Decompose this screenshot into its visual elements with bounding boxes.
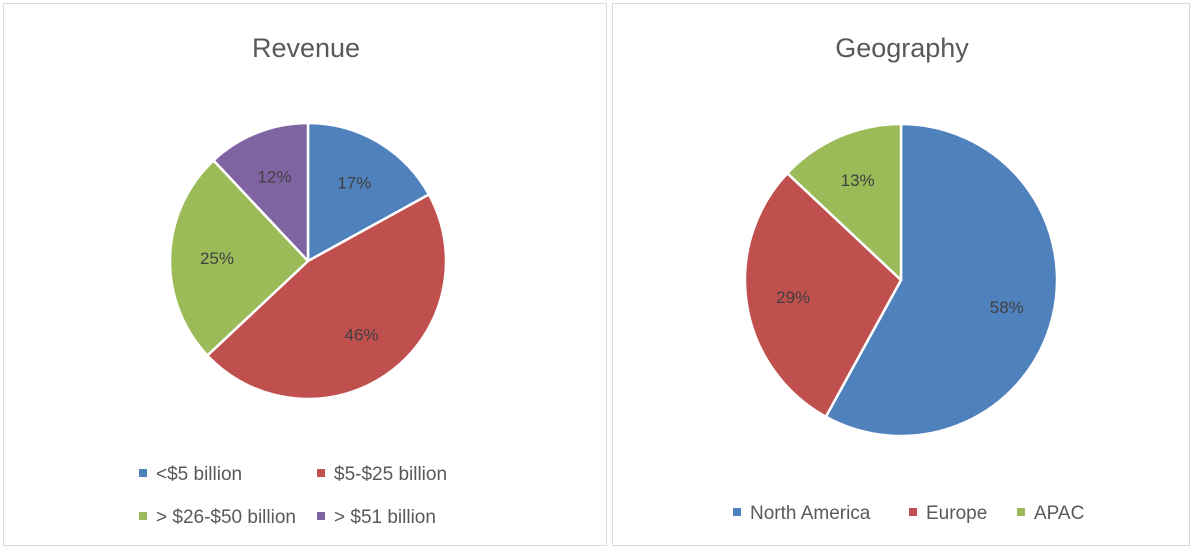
data-label: 29% (776, 288, 810, 307)
legend-label: APAC (1034, 503, 1084, 524)
legend-label: <$5 billion (156, 464, 242, 485)
data-label: 12% (257, 167, 291, 186)
chart-title: Revenue (252, 33, 360, 63)
slice-labels: 58% 29% 13% (776, 171, 1024, 317)
slice-labels: 17% 46% 25% 12% (200, 167, 379, 344)
pie-slice (306, 121, 431, 263)
legend-label: > $51 billion (334, 507, 436, 528)
legend-swatch (733, 508, 741, 516)
legend-swatch (317, 512, 325, 520)
data-label: 58% (990, 298, 1024, 317)
legend-swatch (139, 469, 147, 477)
pie-slice (824, 122, 1059, 438)
chart-title: Geography (835, 33, 969, 63)
pie-slice (206, 193, 448, 401)
pie-slice (168, 159, 310, 357)
legend-label: North America (750, 503, 871, 524)
legend-swatch (909, 508, 917, 516)
data-label: 13% (841, 171, 875, 190)
pie-slice (786, 122, 903, 282)
revenue-chart-panel: Revenue 17% 46% 25% 12% <$5 billion $5-$25 b… (3, 3, 607, 546)
data-label: 46% (345, 326, 379, 345)
legend-label: Europe (926, 503, 987, 524)
geography-pie-chart: Geography 58% 29% 13% North America Europe A… (733, 33, 1084, 524)
legend-swatch (139, 512, 147, 520)
chart-legend: North America Europe APAC (733, 503, 1084, 524)
revenue-pie-chart: Revenue 17% 46% 25% 12% <$5 billion $5-$25 b… (139, 33, 448, 528)
chart-legend: <$5 billion $5-$25 billion > $26-$50 billi… (139, 464, 447, 528)
data-label: 25% (200, 249, 234, 268)
legend-label: > $26-$50 billion (156, 507, 296, 528)
legend-label: $5-$25 billion (334, 464, 447, 485)
data-label: 17% (337, 174, 371, 193)
pie-slice (743, 171, 903, 418)
pie-slice (212, 121, 310, 263)
legend-swatch (317, 469, 325, 477)
geography-chart-panel: Geography 58% 29% 13% North America Europe A… (612, 3, 1190, 546)
pie-slices (743, 122, 1059, 438)
legend-swatch (1017, 508, 1025, 516)
pie-slices (168, 121, 448, 401)
